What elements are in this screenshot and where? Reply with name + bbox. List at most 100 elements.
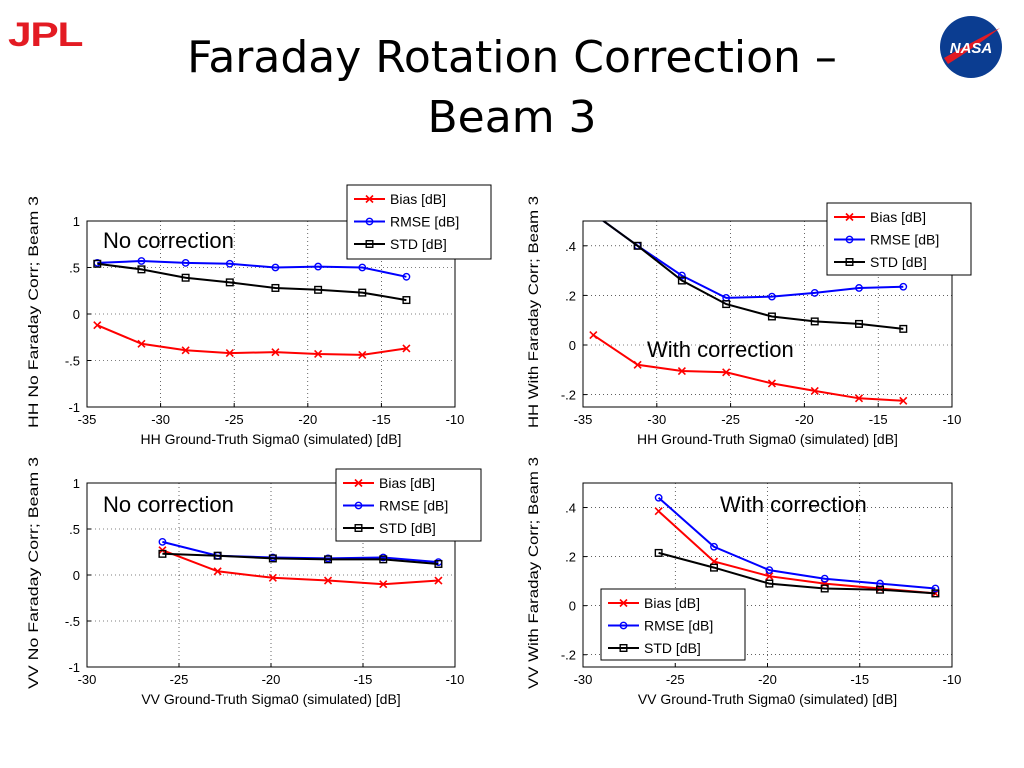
series-line bbox=[601, 221, 904, 330]
data-point bbox=[379, 580, 388, 589]
data-point bbox=[765, 579, 774, 588]
data-point bbox=[225, 278, 234, 287]
legend-label: STD [dB] bbox=[379, 520, 436, 536]
x-tick-label: -30 bbox=[647, 412, 666, 427]
data-point bbox=[268, 573, 277, 582]
x-tick-label: -15 bbox=[372, 412, 391, 427]
x-tick-label: -20 bbox=[795, 412, 814, 427]
series-line bbox=[97, 259, 407, 278]
series-line bbox=[162, 549, 439, 586]
data-point bbox=[654, 507, 663, 516]
data-point bbox=[181, 258, 190, 267]
chart-hh-no-corr: -35 -30 -25 -20 -15 -10 -1 -.5 0 .5 1 HH Ground-Tru… bbox=[25, 184, 492, 447]
legend-marker bbox=[845, 258, 854, 267]
chart-annotation: No correction bbox=[103, 228, 234, 253]
data-point bbox=[402, 344, 411, 353]
y-tick-label: 1 bbox=[73, 214, 80, 229]
data-point bbox=[314, 285, 323, 294]
data-point bbox=[722, 300, 731, 309]
x-tick-label: -25 bbox=[666, 672, 685, 687]
data-point bbox=[225, 348, 234, 358]
x-tick-label: -20 bbox=[262, 672, 281, 687]
y-tick-label: .4 bbox=[565, 239, 576, 254]
page-title: Faraday Rotation Correction – Beam 3 bbox=[100, 28, 924, 148]
data-point bbox=[810, 386, 819, 395]
x-tick-label: -15 bbox=[850, 672, 869, 687]
chart-hh-with-corr: -35 -30 -25 -20 -15 -10 -.2 0 .2 .4 HH Ground-Trut… bbox=[525, 196, 972, 447]
series-line bbox=[96, 324, 407, 356]
legend-label: Bias [dB] bbox=[379, 475, 435, 491]
data-point bbox=[358, 288, 367, 297]
data-point bbox=[810, 317, 819, 326]
data-point bbox=[137, 257, 146, 265]
legend-marker bbox=[354, 501, 363, 510]
x-axis-label: HH Ground-Truth Sigma0 (simulated) [dB] bbox=[637, 431, 898, 447]
legend-marker bbox=[845, 235, 854, 244]
legend-label: Bias [dB] bbox=[644, 595, 700, 611]
data-point bbox=[158, 549, 167, 558]
data-point bbox=[181, 346, 190, 355]
data-point bbox=[379, 555, 388, 564]
x-tick-label: -20 bbox=[298, 412, 317, 427]
data-point bbox=[855, 284, 863, 292]
series-group bbox=[589, 221, 908, 405]
legend-label: Bias [dB] bbox=[870, 209, 926, 225]
legend-label: RMSE [dB] bbox=[390, 214, 459, 230]
legend-marker bbox=[365, 194, 374, 204]
legend-marker bbox=[619, 644, 628, 653]
data-point bbox=[854, 394, 864, 403]
legend-label: RMSE [dB] bbox=[379, 498, 448, 514]
data-point bbox=[654, 493, 663, 502]
data-point bbox=[899, 282, 908, 291]
data-point bbox=[589, 331, 598, 340]
y-tick-label: 0 bbox=[73, 568, 80, 583]
y-axis-label: HH With Faraday Corr; Beam 3 bbox=[525, 196, 541, 428]
data-point bbox=[137, 265, 146, 274]
series-line bbox=[658, 551, 936, 595]
x-tick-label: -35 bbox=[574, 412, 593, 427]
y-tick-label: -.2 bbox=[561, 648, 576, 663]
data-point bbox=[434, 576, 443, 585]
data-point bbox=[633, 241, 642, 250]
data-point bbox=[358, 350, 367, 359]
legend-marker bbox=[845, 212, 854, 222]
data-point bbox=[402, 296, 411, 305]
x-tick-label: -15 bbox=[354, 672, 373, 687]
data-point bbox=[677, 271, 686, 280]
data-point bbox=[225, 259, 234, 268]
data-point bbox=[710, 542, 718, 551]
y-tick-label: -1 bbox=[68, 400, 80, 415]
y-tick-label: .5 bbox=[69, 261, 80, 276]
data-point bbox=[633, 360, 642, 369]
x-axis-label: VV Ground-Truth Sigma0 (simulated) [dB] bbox=[141, 691, 400, 707]
x-axis-label: VV Ground-Truth Sigma0 (simulated) [dB] bbox=[638, 691, 897, 707]
x-tick-label: -10 bbox=[943, 672, 962, 687]
data-point bbox=[931, 589, 940, 598]
y-tick-label: -.2 bbox=[561, 388, 576, 403]
y-tick-label: 0 bbox=[569, 338, 576, 353]
data-point bbox=[181, 273, 190, 282]
data-point bbox=[820, 574, 829, 583]
y-axis-label: VV With Faraday Corr; Beam 3 bbox=[525, 457, 541, 689]
nasa-logo: NASA bbox=[940, 16, 1002, 78]
y-tick-label: 0 bbox=[73, 307, 80, 322]
series-group bbox=[654, 493, 940, 598]
y-tick-label: -.5 bbox=[65, 354, 80, 369]
series-line bbox=[97, 262, 407, 302]
y-tick-label: 1 bbox=[73, 476, 80, 491]
legend-marker bbox=[365, 217, 374, 226]
page-title-line-2: Beam 3 bbox=[427, 92, 597, 143]
data-point bbox=[358, 263, 367, 272]
legend-label: STD [dB] bbox=[390, 236, 447, 252]
x-tick-label: -20 bbox=[758, 672, 777, 687]
data-point bbox=[709, 563, 718, 572]
legend-marker bbox=[365, 239, 374, 248]
series-line bbox=[657, 496, 936, 590]
data-point bbox=[767, 379, 776, 388]
x-tick-label: -25 bbox=[225, 412, 244, 427]
data-point bbox=[810, 289, 819, 297]
x-axis-label: HH Ground-Truth Sigma0 (simulated) [dB] bbox=[141, 431, 402, 447]
legend-label: STD [dB] bbox=[870, 254, 927, 270]
series-group bbox=[93, 257, 411, 359]
